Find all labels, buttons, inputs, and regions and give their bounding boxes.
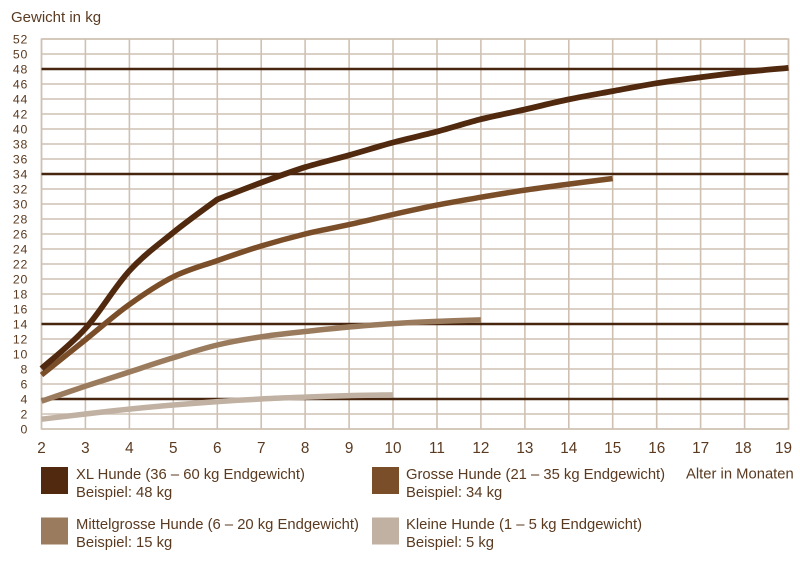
- svg-text:20: 20: [13, 273, 28, 287]
- svg-text:32: 32: [13, 183, 28, 197]
- svg-text:0: 0: [20, 423, 28, 437]
- svg-text:50: 50: [13, 48, 28, 62]
- svg-text:19: 19: [775, 440, 792, 457]
- svg-text:48: 48: [13, 63, 28, 77]
- svg-text:24: 24: [13, 243, 28, 257]
- svg-text:XL Hunde (36 – 60 kg Endgewich: XL Hunde (36 – 60 kg Endgewicht): [76, 467, 305, 483]
- svg-text:44: 44: [13, 93, 28, 107]
- svg-text:4: 4: [125, 440, 134, 457]
- svg-text:14: 14: [13, 318, 28, 332]
- svg-text:40: 40: [13, 123, 28, 137]
- svg-text:34: 34: [13, 168, 28, 182]
- svg-text:14: 14: [560, 440, 578, 457]
- svg-text:Gewicht in kg: Gewicht in kg: [11, 9, 101, 26]
- svg-text:38: 38: [13, 138, 28, 152]
- svg-text:10: 10: [384, 440, 401, 457]
- svg-text:3: 3: [81, 440, 90, 457]
- svg-text:8: 8: [301, 440, 310, 457]
- svg-text:11: 11: [429, 440, 445, 457]
- svg-text:16: 16: [648, 440, 665, 457]
- svg-text:Mittelgrosse Hunde (6 – 20 kg: Mittelgrosse Hunde (6 – 20 kg Endgewicht…: [76, 517, 359, 533]
- svg-text:Beispiel: 15 kg: Beispiel: 15 kg: [76, 535, 172, 551]
- svg-text:52: 52: [13, 33, 28, 47]
- svg-text:Alter in Monaten: Alter in Monaten: [686, 467, 794, 483]
- svg-text:28: 28: [13, 213, 28, 227]
- svg-text:30: 30: [13, 198, 28, 212]
- svg-text:Kleine Hunde (1 – 5 kg Endgewi: Kleine Hunde (1 – 5 kg Endgewicht): [406, 517, 642, 533]
- svg-text:10: 10: [13, 348, 28, 362]
- svg-text:2: 2: [37, 440, 46, 457]
- svg-text:16: 16: [13, 303, 28, 317]
- svg-text:12: 12: [472, 440, 489, 457]
- svg-text:8: 8: [20, 363, 28, 377]
- svg-text:4: 4: [20, 393, 28, 407]
- svg-text:15: 15: [604, 440, 621, 457]
- svg-text:6: 6: [20, 378, 28, 392]
- svg-text:2: 2: [20, 408, 28, 422]
- svg-text:Beispiel: 34 kg: Beispiel: 34 kg: [406, 485, 502, 501]
- svg-text:42: 42: [13, 108, 28, 122]
- svg-text:12: 12: [13, 333, 28, 347]
- svg-text:36: 36: [13, 153, 28, 167]
- svg-text:18: 18: [735, 440, 752, 457]
- svg-text:18: 18: [13, 288, 28, 302]
- svg-text:6: 6: [213, 440, 222, 457]
- svg-text:5: 5: [169, 440, 178, 457]
- svg-text:26: 26: [13, 228, 28, 242]
- svg-text:Grosse Hunde (21 – 35 kg Endge: Grosse Hunde (21 – 35 kg Endgewicht): [406, 467, 665, 483]
- svg-text:Beispiel: 48 kg: Beispiel: 48 kg: [76, 485, 172, 501]
- svg-text:9: 9: [345, 440, 354, 457]
- svg-text:46: 46: [13, 78, 28, 92]
- svg-text:7: 7: [257, 440, 266, 457]
- svg-text:13: 13: [516, 440, 533, 457]
- svg-text:17: 17: [692, 440, 709, 457]
- svg-text:Beispiel: 5 kg: Beispiel: 5 kg: [406, 535, 494, 551]
- svg-text:22: 22: [13, 258, 28, 272]
